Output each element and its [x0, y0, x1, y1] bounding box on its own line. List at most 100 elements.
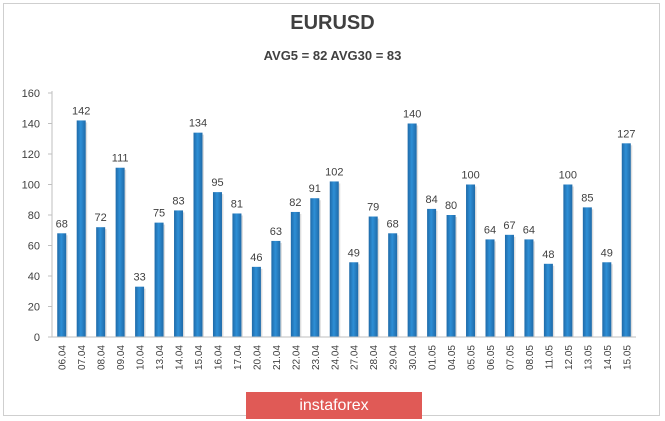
y-tick-label: 80 [28, 210, 40, 222]
x-tick-label: 21.04 [272, 345, 283, 370]
bar [329, 181, 339, 337]
x-tick-label: 22.04 [291, 345, 302, 370]
bar [621, 143, 631, 337]
bar [212, 192, 222, 337]
data-label: 64 [484, 224, 496, 236]
x-tick-label: 14.04 [175, 345, 186, 370]
bar [154, 222, 164, 337]
x-tick-label: 24.04 [330, 345, 341, 370]
data-label: 100 [461, 170, 479, 182]
x-tick-label: 08.05 [525, 345, 536, 370]
y-tick-label: 0 [34, 332, 40, 344]
chart-subtitle: AVG5 = 82 AVG30 = 83 [263, 48, 402, 63]
bar [310, 198, 320, 337]
bar [57, 233, 67, 337]
x-tick-label: 12.05 [564, 345, 575, 370]
bar [115, 167, 125, 337]
x-tick-label: 15.05 [622, 345, 633, 370]
x-tick-label: 13.04 [155, 345, 166, 370]
x-tick-label: 30.04 [408, 345, 419, 370]
bar [524, 239, 534, 337]
x-tick-label: 11.05 [544, 345, 555, 370]
data-label: 81 [231, 198, 243, 210]
y-tick-label: 20 [28, 302, 40, 314]
data-label: 48 [542, 249, 554, 261]
instaforex-logo: instaforex [246, 392, 422, 419]
bar [174, 210, 184, 337]
data-label: 72 [95, 212, 107, 224]
data-label: 83 [172, 195, 184, 207]
y-tick-label: 40 [28, 271, 40, 283]
x-tick-label: 06.04 [58, 345, 69, 370]
y-axis: 0 20 40 60 80 100 120 140 160 [22, 88, 53, 344]
data-label: 95 [211, 177, 223, 189]
bar [504, 234, 514, 337]
x-axis: 06.04 07.04 08.04 09.04 10.04 13.04 14.04 15.04… [52, 336, 636, 370]
x-tick-label: 28.04 [369, 345, 380, 370]
data-label: 49 [601, 247, 613, 259]
bar [407, 123, 417, 337]
data-label: 75 [153, 208, 165, 220]
bars: 68 142 72 111 33 75 83 134 95 81 46 63 82 91 102 49 79 68… [56, 105, 635, 337]
bar [349, 262, 359, 337]
data-label: 134 [189, 118, 207, 130]
data-label: 84 [425, 194, 437, 206]
data-label: 49 [348, 247, 360, 259]
data-label: 46 [250, 252, 262, 264]
data-label: 100 [559, 170, 577, 182]
bar [446, 215, 456, 337]
bar [96, 227, 106, 337]
bar [427, 208, 437, 337]
x-tick-label: 16.04 [213, 345, 224, 370]
x-tick-label: 23.04 [311, 345, 322, 370]
x-tick-label: 07.05 [505, 345, 516, 370]
bar [232, 213, 242, 337]
x-tick-label: 27.04 [350, 345, 361, 370]
bar [193, 132, 203, 337]
bar [271, 240, 281, 337]
data-label: 142 [72, 105, 90, 117]
data-label: 79 [367, 202, 379, 214]
x-tick-label: 05.05 [467, 345, 478, 370]
data-label: 68 [56, 218, 68, 230]
y-tick-label: 60 [28, 241, 40, 253]
bar [368, 216, 378, 337]
x-tick-label: 09.04 [116, 345, 127, 370]
x-tick-label: 15.04 [194, 345, 205, 370]
x-tick-label: 17.04 [233, 345, 244, 370]
bar [135, 286, 145, 337]
data-label: 140 [403, 109, 421, 121]
data-label: 63 [270, 226, 282, 238]
data-label: 33 [133, 272, 145, 284]
y-tick-label: 140 [22, 119, 40, 131]
data-label: 80 [445, 200, 457, 212]
data-label: 91 [309, 183, 321, 195]
x-tick-label: 08.04 [97, 345, 108, 370]
bar [485, 239, 495, 337]
bar [251, 266, 261, 337]
data-label: 64 [523, 224, 535, 236]
bar [76, 120, 86, 337]
x-tick-label: 10.04 [136, 345, 147, 370]
y-tick-label: 100 [22, 180, 40, 192]
bar [602, 262, 612, 337]
bar [388, 233, 398, 337]
y-tick-label: 120 [22, 149, 40, 161]
y-tick-label: 160 [22, 88, 40, 100]
data-label: 127 [617, 128, 635, 140]
x-tick-label: 07.04 [77, 345, 88, 370]
data-label: 111 [112, 153, 129, 165]
data-label: 102 [325, 166, 343, 178]
x-tick-label: 04.05 [447, 345, 458, 370]
bar [582, 207, 592, 337]
bar [290, 211, 300, 337]
data-label: 82 [289, 197, 301, 209]
x-tick-label: 14.05 [603, 345, 614, 370]
x-tick-label: 29.04 [389, 345, 400, 370]
x-tick-label: 13.05 [583, 345, 594, 370]
data-label: 68 [387, 218, 399, 230]
data-label: 67 [503, 220, 515, 232]
data-label: 85 [581, 192, 593, 204]
bar [563, 184, 573, 337]
